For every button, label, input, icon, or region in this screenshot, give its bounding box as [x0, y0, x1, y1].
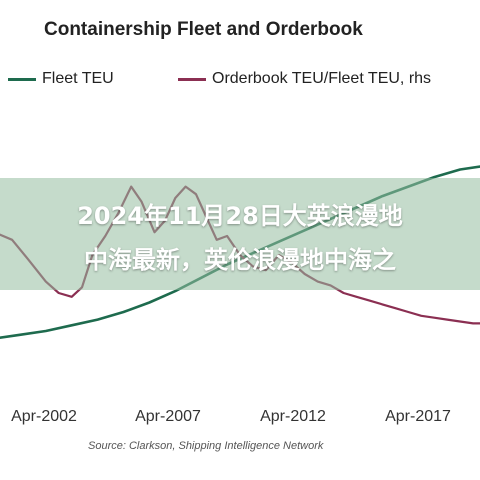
x-tick-label: Apr-2012	[260, 408, 326, 425]
banner-headline-line-1: 2024年11月28日大英浪漫地	[77, 202, 403, 230]
x-tick-label: Apr-2002	[11, 408, 77, 425]
legend-label-fleet: Fleet TEU	[42, 70, 114, 87]
legend-label-orderbook: Orderbook TEU/Fleet TEU, rhs	[212, 70, 432, 87]
legend-item-orderbook: Orderbook TEU/Fleet TEU, rhs	[178, 70, 431, 88]
legend-swatch-orderbook	[178, 77, 206, 81]
x-tick-label: Apr-2017	[385, 408, 451, 425]
overlay-banner	[0, 178, 480, 290]
chart-source-note: Source: Clarkson, Shipping Intelligence …	[88, 440, 324, 452]
x-tick-label: Apr-2007	[135, 408, 201, 425]
legend-swatch-fleet	[8, 77, 36, 81]
chart-title: Containership Fleet and Orderbook	[44, 19, 363, 40]
legend-item-fleet: Fleet TEU	[8, 70, 114, 88]
banner-headline-line-2: 中海最新，英伦浪漫地中海之	[84, 246, 396, 274]
